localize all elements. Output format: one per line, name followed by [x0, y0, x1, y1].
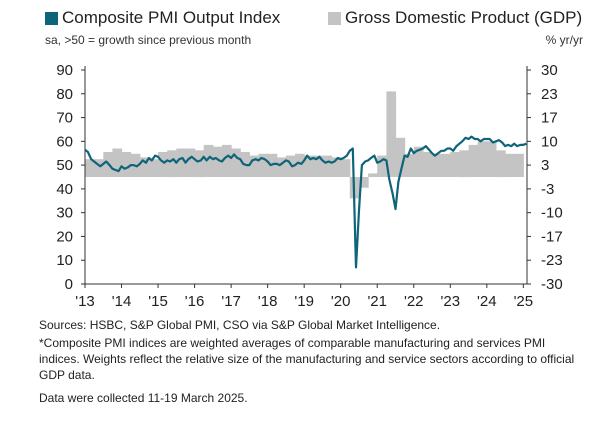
- gdp-bar: [505, 153, 515, 177]
- right-tick-label: -30: [541, 276, 563, 293]
- x-tick-label: '13: [75, 293, 95, 310]
- left-tick-label: 20: [56, 228, 73, 245]
- gdp-bar: [313, 155, 323, 177]
- chart-legend: Composite PMI Output Index Gross Domesti…: [45, 8, 590, 48]
- gdp-bar: [231, 148, 241, 177]
- chart-notes: Sources: HSBC, S&P Global PMI, CSO via S…: [39, 317, 584, 408]
- gdp-bar: [158, 152, 168, 177]
- gdp-bar: [322, 155, 333, 177]
- right-tick-label: -3: [541, 181, 554, 198]
- gdp-bar: [94, 159, 104, 177]
- right-tick-label: -17: [541, 228, 563, 245]
- gdp-bar: [496, 150, 506, 178]
- x-tick-label: '16: [185, 293, 205, 310]
- sources-note: Sources: HSBC, S&P Global PMI, CSO via S…: [39, 318, 441, 332]
- gdp-bar: [386, 91, 397, 177]
- gdp-bar: [368, 173, 378, 177]
- gdp-bar: [422, 152, 433, 177]
- left-tick-label: 10: [56, 252, 73, 269]
- gdp-bar: [477, 141, 488, 177]
- left-tick-label: 0: [65, 276, 73, 293]
- pmi-series-line: [84, 135, 527, 269]
- x-tick-label: '17: [221, 293, 241, 310]
- left-axis-note: sa, >50 = growth since previous month: [45, 33, 252, 47]
- legend-label-pmi: Composite PMI Output Index: [62, 8, 281, 27]
- gdp-bar: [514, 153, 524, 177]
- gdp-bar: [258, 153, 269, 177]
- left-tick-label: 70: [56, 110, 73, 127]
- x-tick-label: '22: [404, 293, 424, 310]
- gdp-bar: [176, 148, 186, 177]
- gdp-bar: [121, 152, 132, 177]
- gdp-bar: [139, 157, 150, 177]
- left-tick-label: 50: [56, 157, 73, 174]
- gdp-bar: [304, 155, 314, 177]
- gdp-bar: [212, 146, 223, 177]
- right-tick-label: -10: [541, 205, 563, 222]
- right-tick-label: 30: [541, 62, 558, 79]
- gdp-bar: [203, 144, 214, 177]
- gdp-bar: [185, 148, 196, 177]
- gdp-bar: [450, 152, 460, 177]
- gdp-bar: [395, 137, 406, 177]
- pmi-swatch-icon: [45, 11, 58, 25]
- right-tick-label: 23: [541, 86, 558, 103]
- legend-item-pmi: Composite PMI Output Index: [45, 8, 280, 28]
- gdp-bar: [285, 155, 296, 177]
- gdp-bar: [377, 155, 387, 177]
- gdp-bar: [486, 141, 497, 177]
- x-tick-label: '20: [331, 293, 351, 310]
- gdp-bar: [295, 153, 305, 177]
- x-tick-label: '25: [514, 293, 534, 310]
- gdp-bar: [404, 153, 415, 177]
- gdp-bar: [249, 155, 260, 177]
- legend-label-gdp: Gross Domestic Product (GDP): [345, 8, 583, 27]
- gdp-bar: [413, 146, 424, 177]
- gdp-bar: [276, 157, 287, 177]
- left-tick-label: 90: [56, 62, 73, 79]
- x-tick-label: '24: [477, 293, 497, 310]
- right-tick-label: 3: [541, 157, 549, 174]
- gdp-bar: [222, 144, 232, 177]
- right-axis-unit: % yr/yr: [545, 33, 583, 47]
- x-tick-label: '21: [367, 293, 387, 310]
- collection-note: Data were collected 11-19 March 2025.: [39, 391, 248, 405]
- right-tick-label: 17: [541, 110, 558, 127]
- gdp-swatch-icon: [328, 11, 341, 25]
- gdp-bar: [148, 159, 159, 177]
- gdp-bar: [167, 150, 177, 178]
- gdp-bar: [340, 159, 351, 177]
- gdp-bar: [112, 148, 123, 177]
- left-tick-label: 40: [56, 181, 73, 198]
- gdp-bar: [331, 157, 342, 177]
- left-tick-label: 30: [56, 205, 73, 222]
- x-tick-label: '15: [148, 293, 168, 310]
- gdp-bar: [441, 153, 451, 177]
- gdp-bar: [85, 159, 95, 177]
- pmi-gdp-chart: 0 10 20 30 40 50 60 70 80 90 30 23 17 10 3 -3 -10 -17 -23 -…: [56, 62, 563, 310]
- x-tick-label: '23: [441, 293, 461, 310]
- gdp-bar: [459, 150, 470, 178]
- left-tick-label: 80: [56, 86, 73, 103]
- gdp-bar: [359, 177, 369, 188]
- x-tick-label: '14: [112, 293, 132, 310]
- right-tick-label: -23: [541, 252, 563, 269]
- right-tick-label: 10: [541, 133, 558, 150]
- footnote: *Composite PMI indices are weighted aver…: [39, 336, 575, 382]
- x-tick-label: '19: [294, 293, 314, 310]
- gdp-bar: [194, 150, 205, 178]
- x-tick-label: '18: [258, 293, 278, 310]
- gdp-bar: [432, 153, 442, 177]
- gdp-bar: [468, 144, 479, 177]
- left-tick-label: 60: [56, 133, 73, 150]
- legend-item-gdp: Gross Domestic Product (GDP): [328, 8, 582, 28]
